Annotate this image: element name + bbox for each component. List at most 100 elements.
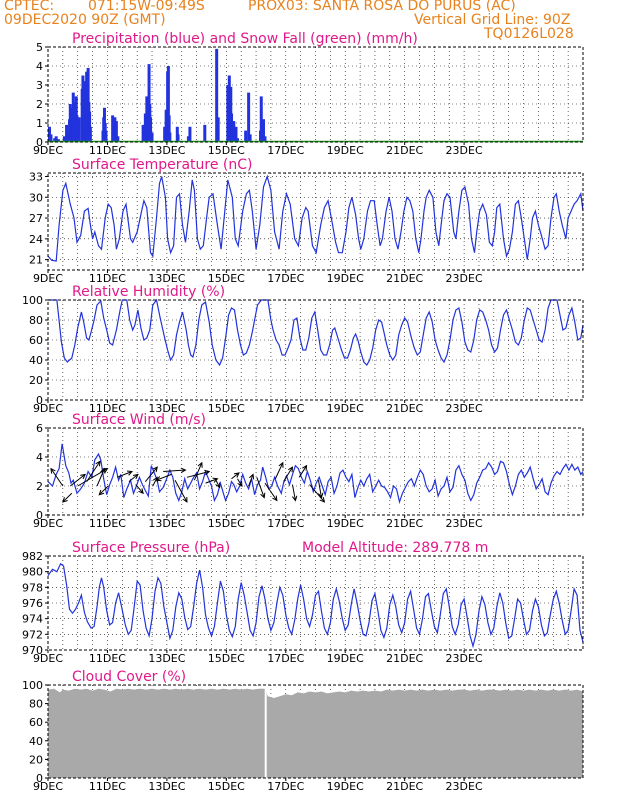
x-tick-label: 11DEC [89,272,126,285]
wind-vector [163,467,187,474]
wind-vector [214,478,221,489]
precipitation-title: Precipitation (blue) and Snow Fall (gree… [72,31,418,47]
wind-vector [155,473,172,482]
temperature-line [47,174,584,262]
wind-vector [309,484,326,503]
x-tick-label: 11DEC [89,517,126,530]
pressure-panel: Surface Pressure (hPa) Model Altitude: 28… [22,540,584,665]
x-tick-label: 9DEC [33,780,63,793]
wind-vector [152,476,158,487]
x-tick-label: 23DEC [446,652,483,665]
wind-vector [174,479,188,503]
humidity-title: Relative Humidity (%) [72,284,225,300]
x-tick-label: 21DEC [386,652,423,665]
y-tick-label: 6 [36,422,43,435]
wind-vector [264,482,278,502]
x-tick-label: 15DEC [208,780,245,793]
x-tick-label: 17DEC [267,402,304,415]
y-tick-label: 982 [22,550,43,563]
y-tick-label: 970 [22,644,43,657]
x-tick-label: 23DEC [446,144,483,157]
precip-bar [149,117,153,142]
x-tick-label: 15DEC [208,144,245,157]
wind-vector [62,492,73,503]
x-tick-label: 21DEC [386,780,423,793]
wind-vector [283,466,294,482]
x-tick-label: 23DEC [446,272,483,285]
wind-vector [135,484,144,495]
precip-bar [232,121,236,142]
precip-bar [77,117,81,142]
x-tick-label: 9DEC [33,402,63,415]
y-tick-label: 980 [22,566,43,579]
x-tick-label: 21DEC [386,402,423,415]
cloud-frame [47,684,584,779]
x-tick-label: 13DEC [148,144,185,157]
x-tick-label: 17DEC [267,780,304,793]
x-tick-label: 13DEC [148,652,185,665]
x-tick-label: 13DEC [148,780,185,793]
y-tick-label: 4 [36,60,43,73]
x-tick-label: 23DEC [446,517,483,530]
precipitation-panel: Precipitation (blue) and Snow Fall (gree… [33,31,584,157]
x-tick-label: 15DEC [208,402,245,415]
y-tick-label: 80 [29,698,43,711]
y-tick-label: 33 [29,170,43,183]
x-tick-label: 11DEC [89,780,126,793]
temperature-title: Surface Temperature (nC) [72,157,253,173]
wind-vector [96,467,106,487]
y-tick-label: 0 [36,136,43,149]
x-tick-label: 13DEC [148,402,185,415]
wind-vector [317,480,324,499]
precip-bar [168,132,172,142]
x-tick-label: 15DEC [208,517,245,530]
x-tick-label: 19DEC [327,272,364,285]
x-tick-label: 15DEC [208,272,245,285]
x-tick-label: 9DEC [33,144,63,157]
model-altitude: Model Altitude: 289.778 m [302,540,488,556]
wind-frame [47,427,584,516]
x-tick-label: 19DEC [327,402,364,415]
precip-bar [203,124,207,142]
precip-bar [247,92,251,142]
x-tick-label: 19DEC [327,144,364,157]
cloud-gap [264,685,267,778]
wind-vector [237,478,243,487]
y-tick-label: 100 [22,679,43,692]
x-tick-label: 13DEC [148,272,185,285]
wind-vector [186,469,211,478]
x-tick-label: 17DEC [267,652,304,665]
y-tick-label: 40 [29,354,43,367]
y-tick-label: 0 [36,509,43,522]
header-source: CPTEC: [4,0,55,14]
y-tick-label: 60 [29,716,43,729]
x-tick-label: 19DEC [327,652,364,665]
wind-vector [248,473,255,487]
pressure-line [47,562,584,649]
y-tick-label: 978 [22,581,43,594]
wind-vector [69,473,87,487]
precip-bar [263,136,267,142]
precip-bar [234,126,238,142]
cloud-cover-area [48,688,583,778]
y-tick-label: 27 [29,212,43,225]
y-tick-label: 3 [36,79,43,92]
precip-bar [235,138,239,142]
wind-vector [231,472,240,480]
precip-bar [62,136,66,142]
y-tick-label: 100 [22,294,43,307]
x-tick-label: 17DEC [267,517,304,530]
x-tick-label: 9DEC [33,652,63,665]
x-tick-label: 21DEC [386,517,423,530]
y-tick-label: 0 [36,394,43,407]
y-tick-label: 5 [36,41,43,54]
cloud-title: Cloud Cover (%) [72,669,186,685]
wind-vector [86,460,101,482]
y-tick-label: 1 [36,117,43,130]
y-tick-label: 40 [29,735,43,748]
y-tick-label: 4 [36,451,43,464]
wind-vector [144,466,158,482]
x-tick-label: 23DEC [446,402,483,415]
header-grid-note: Vertical Grid Line: 90Z [414,12,571,28]
